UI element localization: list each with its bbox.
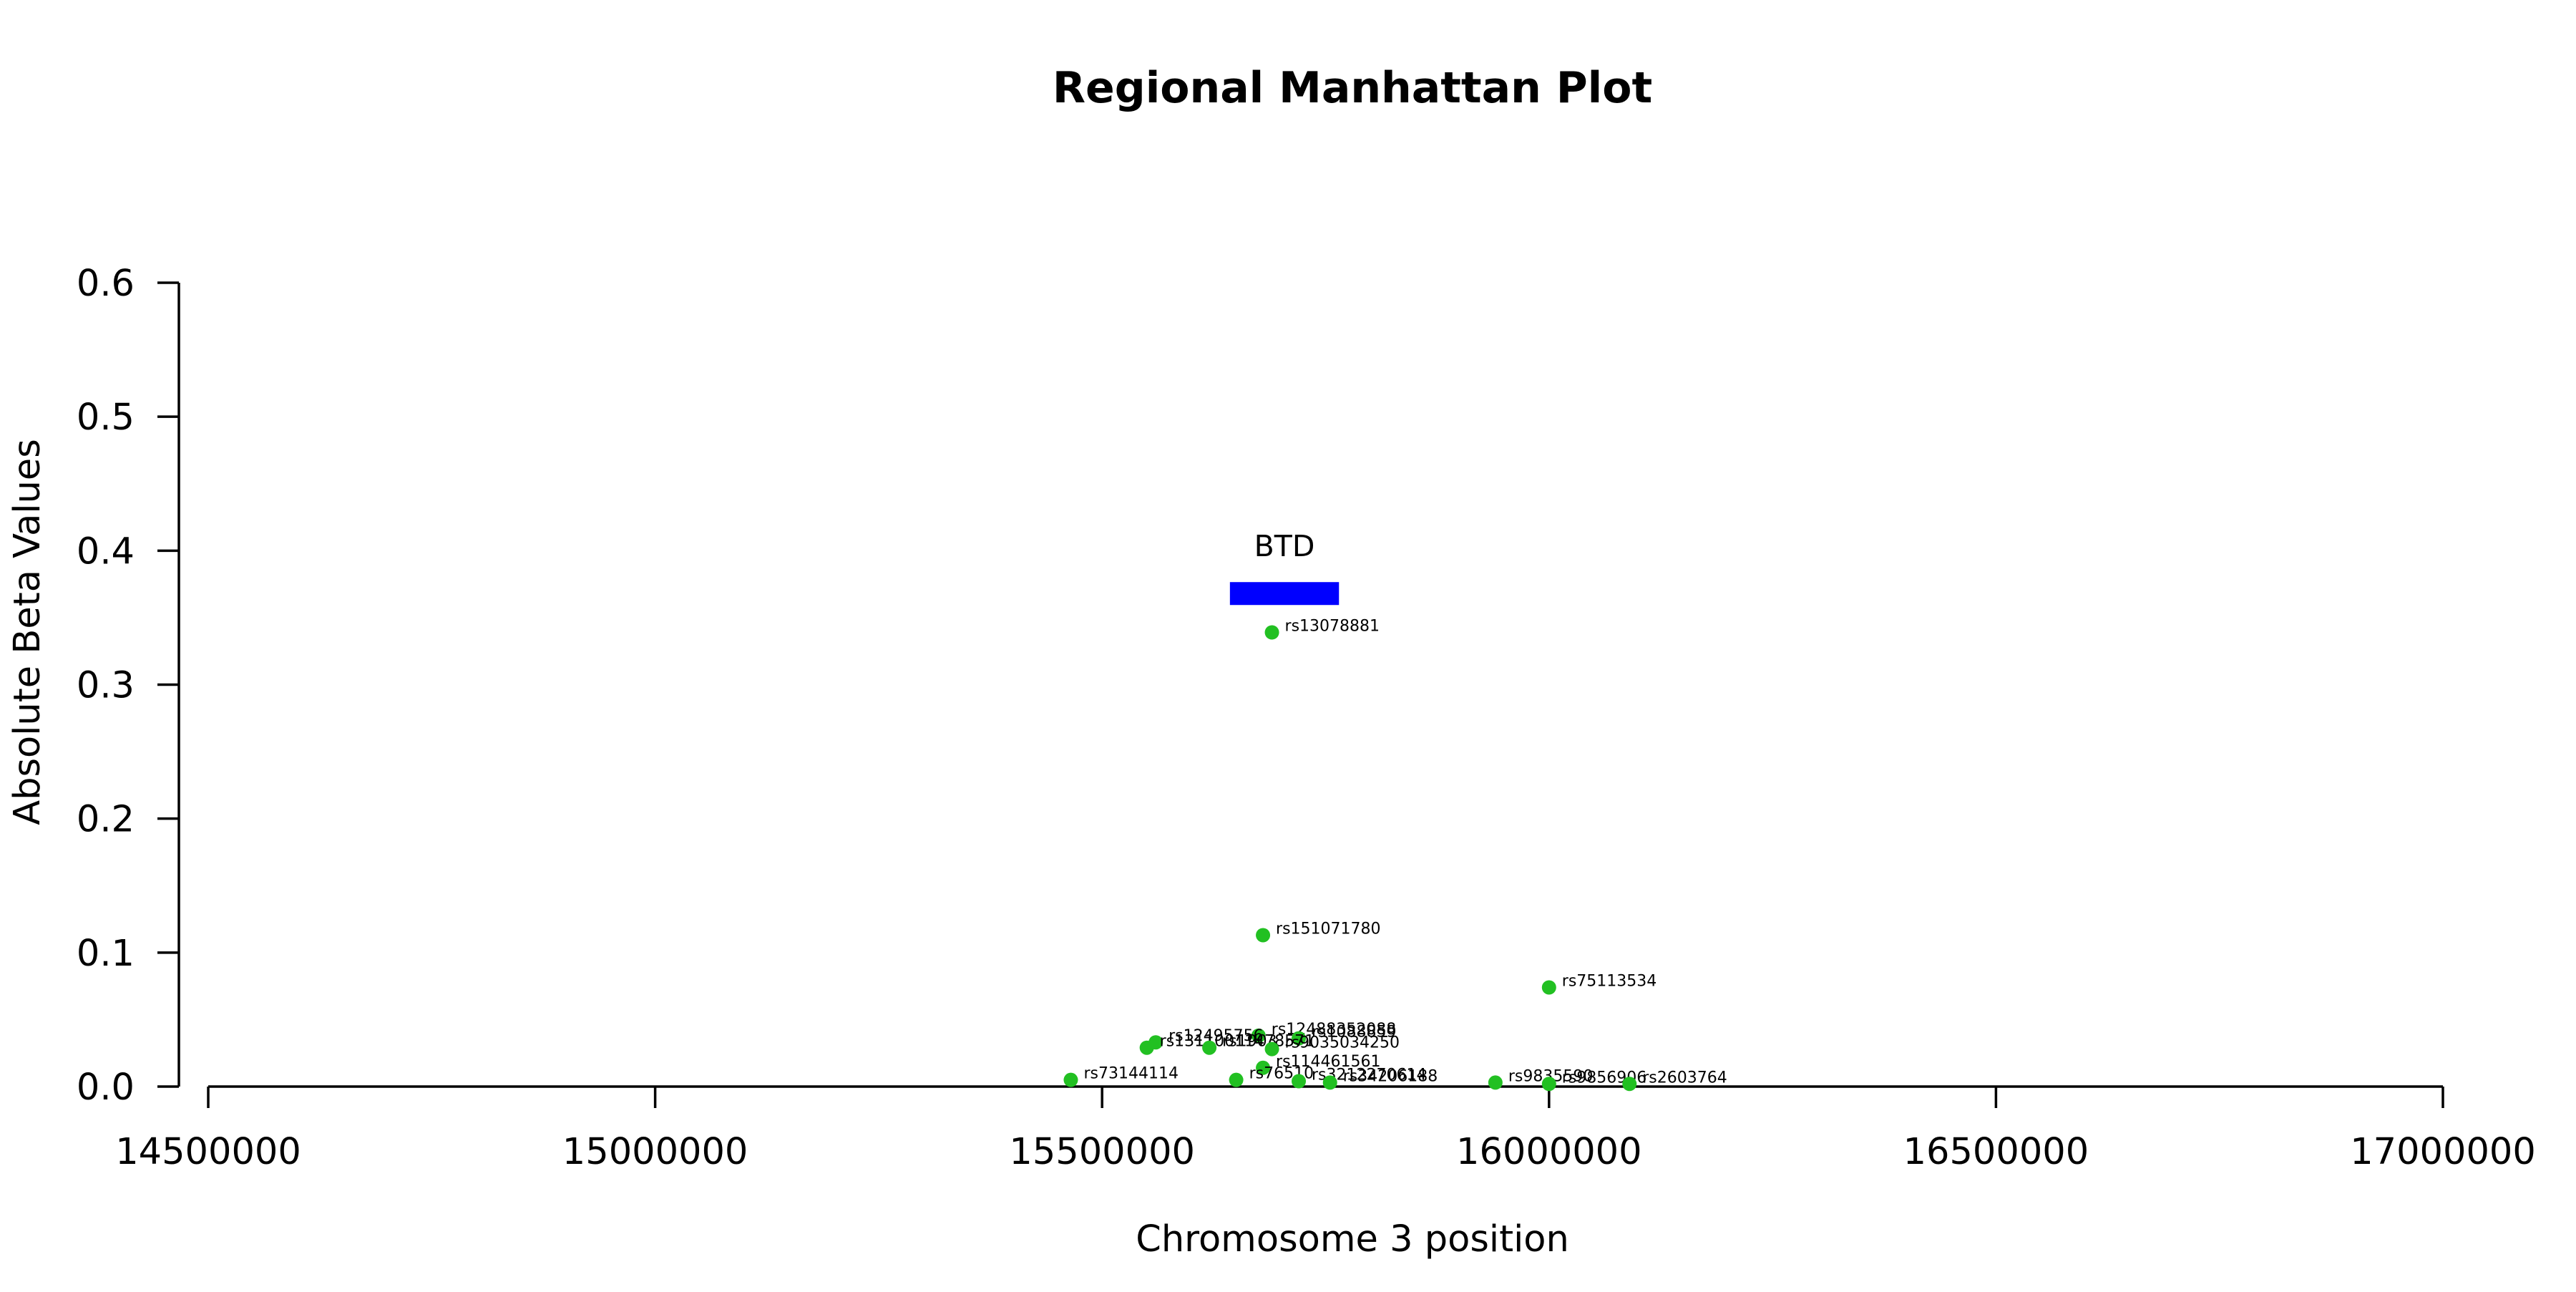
x-tick-label: 15500000 (1009, 1131, 1195, 1173)
snp-label: rs13110011478571 (1160, 1033, 1314, 1051)
y-tick-label: 0.0 (77, 1067, 135, 1109)
x-tick-label: 14500000 (115, 1131, 301, 1173)
x-tick-label: 15000000 (562, 1131, 748, 1173)
snp-point (1256, 1060, 1271, 1075)
snp-label: rs1088859 (1312, 1024, 1397, 1041)
gene-bar-btd (1229, 582, 1340, 606)
y-tick-label: 0.3 (77, 665, 135, 707)
snp-point (1256, 928, 1271, 943)
snp-label: rs73144114 (1083, 1065, 1178, 1083)
snp-label: rs34206188 (1343, 1067, 1438, 1085)
snp-point (1139, 1040, 1154, 1055)
snp-label: rs151071780 (1276, 921, 1380, 938)
gene-track: BTD (1229, 529, 1340, 606)
snp-label: rs114461561 (1276, 1053, 1380, 1071)
x-tick-label: 16000000 (1456, 1131, 1642, 1173)
y-tick-label: 0.4 (77, 530, 135, 573)
x-tick-label: 16500000 (1903, 1131, 2089, 1173)
y-tick-label: 0.6 (77, 263, 135, 305)
snp-point (1229, 1072, 1244, 1087)
snp-label: rs13078881 (1285, 618, 1380, 636)
snp-point (1292, 1031, 1307, 1046)
snp-point (1264, 625, 1279, 640)
data-points: rs13078881rs151071780rs75113534rs1248835… (1063, 618, 1727, 1092)
snp-point (1202, 1040, 1217, 1055)
chart-title: Regional Manhattan Plot (1053, 63, 1652, 113)
snp-point (1292, 1074, 1307, 1089)
snp-point (1488, 1075, 1503, 1090)
snp-point (1541, 1077, 1556, 1092)
snp-point (1063, 1072, 1078, 1087)
x-tick-label: 17000000 (2350, 1131, 2536, 1173)
snp-label: rs75113534 (1562, 972, 1657, 990)
axes: 14500000 15000000 15500000 16000000 16500000… (77, 263, 2536, 1173)
snp-label: rs12495756 (1169, 1027, 1263, 1045)
snp-label: rs9035034250 (1285, 1034, 1400, 1052)
y-axis-label: Absolute Beta Values (6, 439, 49, 825)
y-tick-label: 0.2 (77, 799, 135, 841)
gene-label: BTD (1254, 529, 1315, 563)
snp-label: rs2603764 (1642, 1069, 1727, 1087)
x-axis-label: Chromosome 3 position (1136, 1218, 1569, 1261)
snp-point (1251, 1028, 1266, 1043)
snp-point (1264, 1041, 1279, 1057)
snp-point (1322, 1075, 1337, 1090)
y-tick-label: 0.5 (77, 397, 135, 439)
snp-point (1541, 980, 1556, 995)
snp-point (1622, 1077, 1637, 1092)
y-tick-label: 0.1 (77, 933, 135, 975)
